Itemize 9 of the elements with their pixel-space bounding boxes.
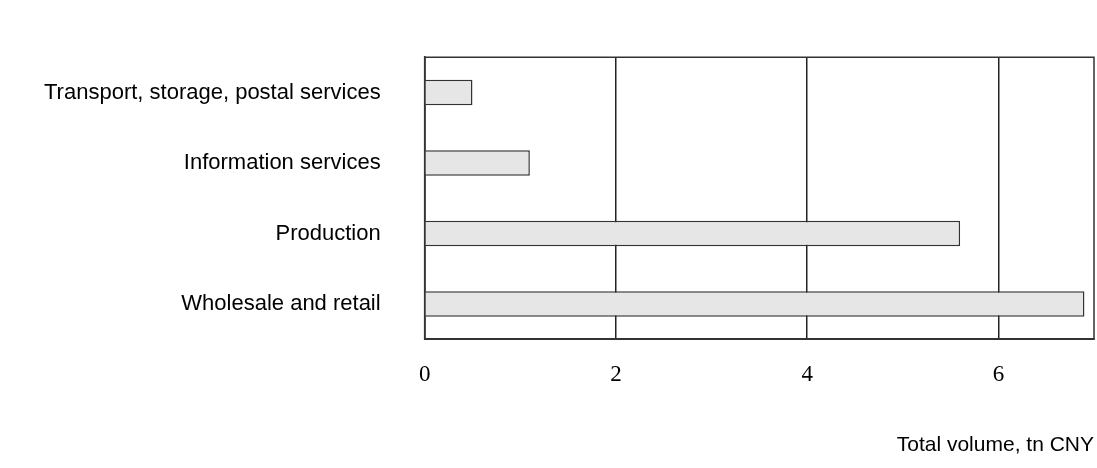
y-tick-label: Information services: [183, 149, 381, 175]
y-tick-label: Wholesale and retail: [181, 290, 381, 316]
x-axis-title: Total volume, tn CNY: [896, 432, 1094, 456]
y-tick-label: Production: [275, 219, 381, 245]
x-tick-label: 6: [992, 361, 1005, 387]
x-tick-label: 0: [418, 361, 431, 387]
x-tick-label: 2: [610, 361, 622, 387]
x-tick-label: 4: [801, 361, 814, 387]
y-tick-label: Transport, storage, postal services: [43, 78, 381, 104]
